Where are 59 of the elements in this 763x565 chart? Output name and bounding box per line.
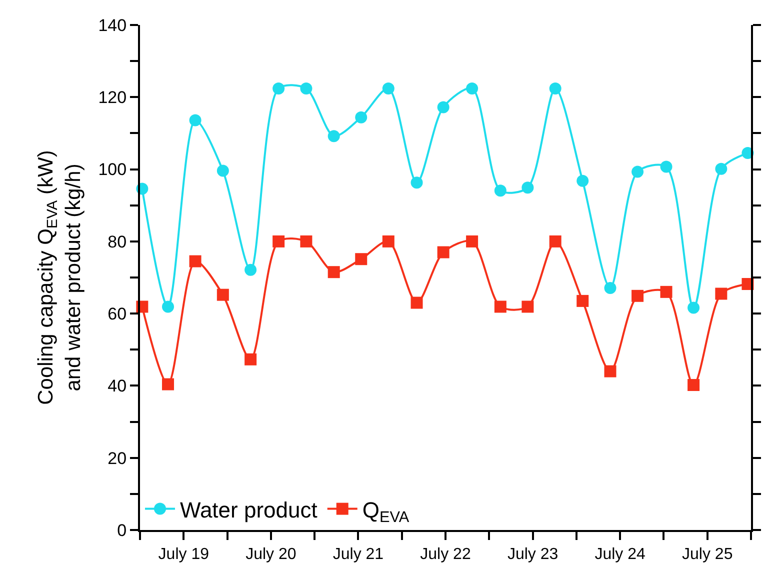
x-tick-label: July 20: [246, 546, 296, 564]
point: [632, 290, 644, 302]
point: [715, 162, 728, 175]
point: [494, 184, 506, 197]
point: [328, 130, 340, 142]
point: [244, 264, 257, 276]
point: [715, 288, 728, 300]
point: [410, 296, 423, 309]
y-tick-label: 140: [98, 16, 127, 35]
y-tick-label: 20: [108, 448, 127, 468]
point: [216, 164, 229, 177]
point: [688, 302, 700, 314]
point: [522, 300, 534, 313]
point: [632, 166, 644, 178]
point: [189, 255, 202, 268]
point: [272, 82, 285, 94]
x-tick-label: July 22: [420, 546, 471, 564]
y-tick-label: 80: [108, 232, 127, 252]
point: [688, 378, 700, 391]
x-tick-label: July 21: [332, 546, 384, 564]
point: [355, 111, 368, 124]
point: [549, 235, 562, 248]
x-tick-label: July 25: [682, 546, 733, 564]
point: [549, 82, 562, 94]
point: [300, 235, 312, 248]
point: [355, 253, 368, 266]
point: [410, 176, 423, 189]
x-tick-label: July 23: [507, 546, 558, 564]
y-tick-label: 120: [98, 88, 127, 108]
x-tick-label: July 24: [594, 546, 646, 564]
y-tick-label: 60: [108, 304, 127, 324]
point: [437, 246, 450, 258]
point: [576, 174, 589, 187]
point: [272, 235, 285, 248]
point: [494, 300, 506, 313]
point: [604, 282, 616, 294]
point: [162, 378, 174, 390]
point: [522, 182, 534, 194]
point: [466, 82, 478, 94]
legend-label: Q$_{EVA}$: [362, 497, 410, 526]
point: [660, 286, 672, 298]
x-tick-label: July 19: [158, 546, 210, 564]
y-tick-label: 0: [117, 520, 127, 540]
point: [576, 294, 589, 307]
point: [328, 266, 340, 278]
legend-label: Water product: [180, 497, 318, 522]
point: [466, 235, 478, 248]
y-tick-label: 100: [98, 160, 127, 180]
point: [162, 300, 174, 313]
point: [382, 82, 394, 94]
point: [437, 101, 450, 114]
point: [300, 82, 312, 94]
point: [660, 160, 672, 173]
point: [189, 114, 202, 126]
point: [382, 235, 394, 248]
point: [216, 288, 229, 301]
point: [604, 365, 616, 378]
y-tick-label: 40: [108, 376, 127, 396]
point: [244, 353, 257, 366]
